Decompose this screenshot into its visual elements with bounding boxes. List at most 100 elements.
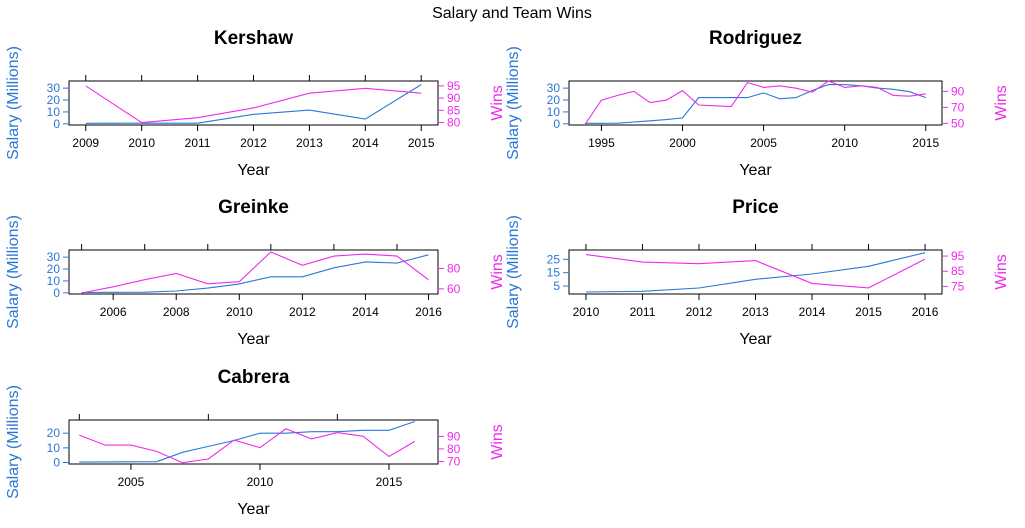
y-left-tick-label: 0 [53,456,60,470]
y-right-axis-label: Wins [489,254,506,290]
y-left-tick-label: 10 [47,105,61,119]
x-tick-label: 2011 [185,136,211,150]
plot-frame [68,419,439,465]
x-tick-label: 2014 [799,305,826,319]
wins-line [585,254,926,289]
salary-line [585,252,926,293]
salary-line [585,84,926,124]
panel-kershaw: Kershaw 2009 2010 2011 2012 2013 2014 2015 01020… [5,28,506,179]
y-right-tick-label: 85 [951,264,965,278]
y-right-axis-label: Wins [489,424,506,460]
y-left-axis-label: Salary (Millions) [5,215,22,329]
y-right-tick-label: 70 [447,454,461,468]
panel-title: Kershaw [214,28,293,49]
salary-line [79,420,415,463]
y-left-tick-label: 5 [553,279,560,293]
y-left-tick-label: 0 [53,286,60,300]
panel-title: Cabrera [218,367,290,388]
x-tick-label: 2016 [912,305,939,319]
x-tick-label: 2013 [742,305,769,319]
x-tick-label: 2014 [352,305,379,319]
y-right-tick-label: 60 [447,282,461,296]
y-right-tick-label: 90 [951,84,965,98]
x-tick-label: 2013 [296,136,323,150]
y-left-axis-label: Salary (Millions) [5,46,22,160]
y-left-tick-label: 30 [47,81,61,95]
y-left-tick-label: 15 [547,266,561,280]
x-tick-label: 2015 [376,475,403,489]
panel-title: Price [732,197,778,218]
wins-line [85,85,422,124]
x-tick-label: 2010 [831,136,858,150]
x-axis-label: Year [237,501,270,518]
x-tick-label: 2010 [226,305,253,319]
y-left-axis-label: Salary (Millions) [5,385,22,499]
x-tick-label: 2008 [163,305,190,319]
y-right-tick-label: 80 [447,116,461,130]
x-tick-label: 2015 [408,136,435,150]
x-tick-label: 2009 [72,136,99,150]
y-left-tick-label: 10 [547,105,561,119]
y-left-tick-label: 20 [47,262,61,276]
x-tick-label: 2012 [686,305,713,319]
x-tick-label: 2006 [100,305,127,319]
x-tick-label: 2012 [240,136,267,150]
salary-line [81,254,429,294]
plot-frame [68,249,439,295]
y-right-tick-label: 85 [447,103,461,117]
x-tick-label: 2010 [573,305,600,319]
y-left-axis-label: Salary (Millions) [505,46,522,160]
y-right-tick-label: 80 [447,261,461,275]
x-tick-label: 2010 [247,475,274,489]
x-tick-label: 2012 [289,305,316,319]
x-tick-label: 2015 [912,136,939,150]
wins-line [584,80,926,125]
x-tick-label: 2015 [855,305,882,319]
y-right-tick-label: 90 [447,429,461,443]
x-tick-label: 2011 [630,305,656,319]
figure-suptitle: Salary and Team Wins [432,5,592,22]
plot-frame [568,249,943,295]
y-right-tick-label: 95 [447,79,461,93]
y-right-axis-label: Wins [993,254,1010,290]
y-left-tick-label: 20 [47,93,61,107]
plot-frame [68,80,439,126]
y-right-tick-label: 90 [447,91,461,105]
panel-title: Greinke [218,197,289,218]
panel-title: Rodriguez [709,28,802,49]
x-tick-label: 2010 [128,136,155,150]
x-axis-label: Year [739,331,772,348]
wins-line [79,428,416,464]
y-right-axis-label: Wins [993,85,1010,121]
y-right-tick-label: 50 [951,116,965,130]
x-tick-label: 2000 [669,136,696,150]
x-tick-label: 1995 [588,136,615,150]
x-tick-label: 2014 [352,136,379,150]
y-left-tick-label: 20 [547,93,561,107]
x-axis-label: Year [237,162,270,179]
y-left-tick-label: 25 [547,252,561,266]
y-left-tick-label: 10 [47,274,61,288]
y-right-axis-label: Wins [489,85,506,121]
y-left-tick-label: 20 [47,426,61,440]
x-tick-label: 2005 [118,475,145,489]
y-left-axis-label: Salary (Millions) [505,215,522,329]
x-axis-label: Year [739,162,772,179]
y-left-tick-label: 30 [47,250,61,264]
y-left-tick-label: 0 [553,117,560,131]
y-left-tick-label: 10 [47,441,61,455]
x-axis-label: Year [237,331,270,348]
x-tick-label: 2016 [415,305,442,319]
x-tick-label: 2005 [750,136,777,150]
plot-frame [568,80,943,126]
y-right-tick-label: 75 [951,279,965,293]
salary-line [85,84,422,124]
wins-line [81,251,429,294]
y-right-tick-label: 70 [951,100,965,114]
y-left-tick-label: 0 [53,117,60,131]
